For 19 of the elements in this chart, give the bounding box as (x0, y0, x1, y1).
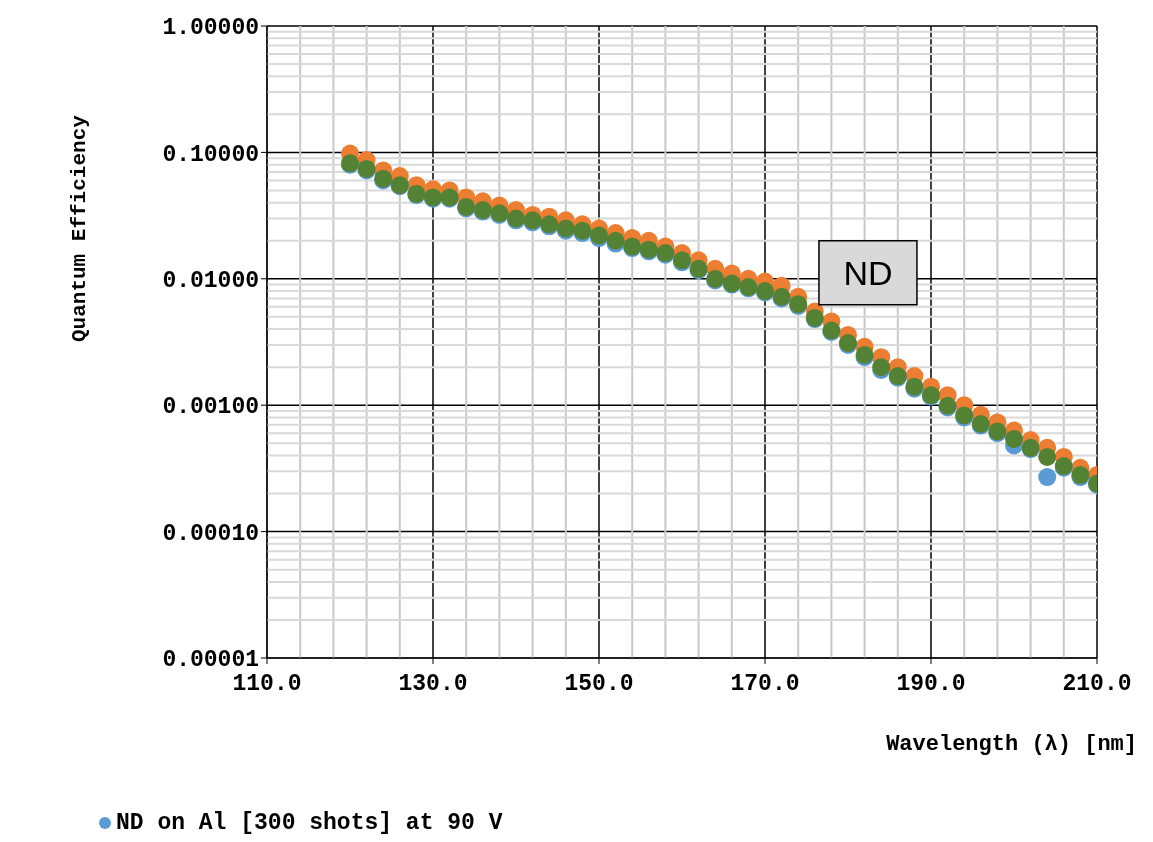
y-tick-label: 0.10000 (162, 141, 259, 168)
y-axis-title: Quantum Efficiency (68, 114, 92, 342)
y-tick-label: 1.00000 (162, 15, 259, 42)
y-tick-label: 0.01000 (162, 267, 259, 294)
y-tick-label: 0.00001 (162, 647, 259, 674)
x-tick-label: 190.0 (896, 671, 966, 698)
x-tick-label: 130.0 (398, 671, 468, 698)
point (1005, 430, 1023, 449)
annotation: ND (843, 253, 893, 292)
legend-label: ND on Al [300 shots] at 90 V (116, 810, 503, 836)
x-tick-label: 150.0 (564, 671, 634, 698)
y-tick-label: 0.00100 (162, 394, 259, 421)
point (1038, 447, 1057, 466)
x-tick-label: 170.0 (730, 671, 800, 698)
x-tick-label: 210.0 (1062, 671, 1132, 698)
point (1038, 468, 1057, 487)
y-tick-label: 0.00010 (162, 520, 259, 547)
x-tick-label: 110.0 (232, 671, 302, 698)
x-axis-title: Wavelength (λ) [nm] (886, 732, 1137, 757)
